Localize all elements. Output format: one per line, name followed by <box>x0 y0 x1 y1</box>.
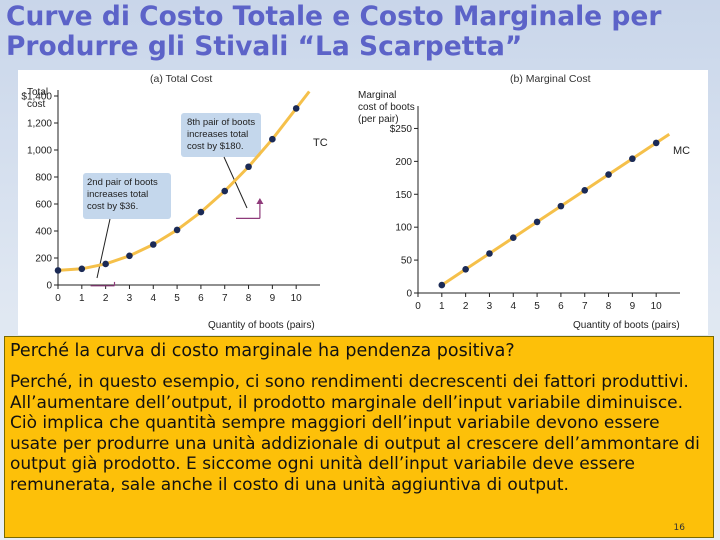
panel-b-y-tick-label: 50 <box>401 256 413 267</box>
cost-curves-chart: (a) Total Cost Total cost Quantity of bo… <box>21 73 690 331</box>
panel-a-x-tick-label: 5 <box>174 293 180 304</box>
question-text: Perché la curva di costo marginale ha pe… <box>10 341 515 361</box>
page-number: 16 <box>673 523 685 533</box>
panel-b-data-point-6 <box>557 202 565 210</box>
panel-a-data-point-6 <box>197 208 205 216</box>
panel-b-x-tick-label: 9 <box>630 301 636 312</box>
panel-b-curve-line <box>440 132 671 287</box>
panel-b-x-tick-label: 3 <box>487 301 493 312</box>
panel-b-x-tick-label: 1 <box>439 301 445 312</box>
panel-a-x-tick-label: 9 <box>270 293 276 304</box>
panel-b-x-tick-label: 0 <box>415 301 421 312</box>
panel-b-data-point-8 <box>605 171 612 178</box>
panel-a-title: (a) Total Cost <box>150 73 212 85</box>
panel-b-data-point-2 <box>462 266 469 273</box>
panel-b-x-tick-label: 10 <box>651 301 663 312</box>
panel-a-y-tick-label: 0 <box>46 281 52 292</box>
panel-b-y-tick-label: 0 <box>406 289 412 300</box>
panel-a-x-tick-label: 7 <box>222 293 228 304</box>
panel-a-x-tick-label: 10 <box>291 293 303 304</box>
panel-a-data-point-9 <box>269 135 276 143</box>
annotation-8th-pair-pointer <box>223 156 248 209</box>
panel-a-data-point-0 <box>54 267 62 274</box>
panel-b-data-point-10 <box>652 139 660 147</box>
panel-b-axes <box>417 106 680 294</box>
panel-a-y-tick-label: 1,000 <box>27 146 52 157</box>
panel-a-data-point-2 <box>102 260 109 268</box>
panel-a-data-point-4 <box>149 241 157 248</box>
panel-b-ylabel-line-1: Marginal <box>358 90 396 101</box>
panel-b-x-tick-label: 6 <box>558 301 564 312</box>
panel-b-data-point-5 <box>533 218 541 226</box>
panel-b-data-point-7 <box>581 187 589 194</box>
step-arrow-head-8th <box>256 198 264 204</box>
panel-a-data-point-1 <box>78 265 86 273</box>
panel-b-y-tick-label: 100 <box>395 223 412 234</box>
answer-text: Perché, in questo esempio, ci sono rendi… <box>10 372 700 495</box>
panel-a-ticks: 0 1 2 3 4 5 6 7 8 9 10 0 200 400 600 800 1,000 1,200 $1,40… <box>21 92 302 305</box>
panel-a-y-tick-label: 1,200 <box>27 119 52 130</box>
slide-title: Curve di Costo Totale e Costo Marginale … <box>6 1 662 62</box>
panel-a-x-tick-label: 0 <box>55 293 61 304</box>
panel-a-data-point-7 <box>221 187 229 195</box>
panel-b-title: (b) Marginal Cost <box>510 73 591 85</box>
panel-a-y-tick-label: 400 <box>35 227 52 238</box>
panel-b-x-tick-label: 4 <box>510 301 516 312</box>
total-cost-curve <box>54 90 311 274</box>
annotation-box-2nd-pair <box>83 173 171 219</box>
panel-b-ylabel-line-3: (per pair) <box>358 114 399 125</box>
panel-a-data-point-5 <box>173 226 181 234</box>
panel-b-x-tick-label: 8 <box>606 301 612 312</box>
panel-b-xlabel: Quantity of boots (pairs) <box>573 320 680 331</box>
annotation-8th-pair: 8th pair of boots increases total cost b… <box>187 117 258 152</box>
tc-curve-label: TC <box>313 137 328 149</box>
annotation-2nd-pair: 2nd pair of boots increases total cost b… <box>87 177 160 212</box>
annotation-box-8th-pair <box>181 113 261 157</box>
panel-a-x-tick-label: 4 <box>150 293 156 304</box>
cost-curves-figure: (a) Total Cost Total cost Quantity of bo… <box>18 70 708 335</box>
panel-a-xlabel: Quantity of boots (pairs) <box>208 320 315 331</box>
panel-b-x-tick-label: 2 <box>463 301 469 312</box>
marginal-cost-curve <box>438 132 671 289</box>
panel-a-curve-line <box>57 90 311 272</box>
panel-a-data-point-3 <box>126 252 133 260</box>
panel-b-y-tick-label: $250 <box>390 124 413 135</box>
panel-a-y-tick-label: 200 <box>35 254 52 265</box>
panel-b-data-point-4 <box>509 234 517 242</box>
panel-b-x-tick-label: 7 <box>582 301 588 312</box>
panel-b-y-tick-label: 200 <box>395 157 412 168</box>
panel-a-ylabel-line-2: cost <box>27 99 46 110</box>
panel-a-data-point-10 <box>292 105 300 112</box>
mc-curve-label: MC <box>673 145 690 157</box>
panel-b-data-point-3 <box>486 250 493 257</box>
panel-b-ylabel-line-2: cost of boots <box>358 102 415 113</box>
panel-a-data-point-8 <box>245 163 252 171</box>
explanation-box: Perché la curva di costo marginale ha pe… <box>4 336 714 538</box>
panel-b-y-tick-label: 150 <box>395 190 412 201</box>
panel-a-ylabel-line-1: Total <box>27 87 48 98</box>
panel-a-y-tick-label: $1,400 <box>21 92 52 103</box>
panel-a-y-tick-label: 800 <box>35 173 52 184</box>
panel-a-x-tick-label: 8 <box>246 293 252 304</box>
panel-a-y-tick-label: 600 <box>35 200 52 211</box>
panel-a-x-tick-label: 2 <box>103 293 109 304</box>
panel-b-data-point-1 <box>438 281 446 289</box>
panel-b-data-point-9 <box>629 155 636 163</box>
panel-b-x-tick-label: 5 <box>534 301 540 312</box>
panel-a-x-tick-label: 6 <box>198 293 204 304</box>
panel-a-x-tick-label: 1 <box>79 293 85 304</box>
panel-a-x-tick-label: 3 <box>127 293 133 304</box>
annotation-2nd-pair-pointer <box>96 218 111 279</box>
